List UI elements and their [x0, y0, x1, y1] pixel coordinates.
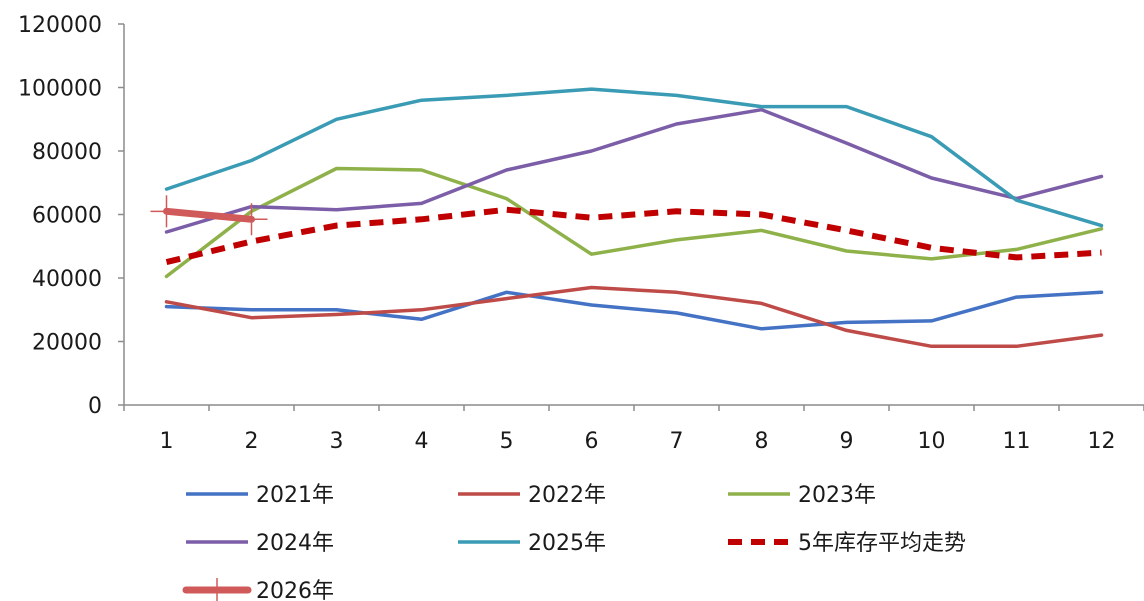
series-6 [165, 206, 1102, 266]
series-line [165, 206, 1102, 266]
y-tick-label: 20000 [32, 331, 102, 356]
series-2 [164, 285, 1104, 349]
x-tick-label: 5 [500, 429, 514, 454]
legend-label: 2025年 [528, 531, 606, 556]
series-line [164, 285, 1104, 349]
x-tick-label: 12 [1088, 429, 1116, 454]
legend-item: 2026年 [182, 578, 334, 601]
x-tick-label: 2 [245, 429, 259, 454]
x-tick-label: 1 [160, 429, 174, 454]
legend-label: 5年库存平均走势 [798, 531, 966, 556]
x-tick-label: 6 [585, 429, 599, 454]
legend-label: 2024年 [256, 531, 334, 556]
legend-label: 2023年 [798, 483, 876, 508]
legend-label: 2022年 [528, 483, 606, 508]
legend: 2021年 2022年 2023年 2024年 2025年 5年库存平均走势 2026年 [182, 483, 966, 601]
series-line [164, 290, 1104, 331]
x-tick-label: 10 [918, 429, 946, 454]
x-tick-label: 8 [755, 429, 769, 454]
y-tick-label: 40000 [32, 267, 102, 292]
series-line [164, 166, 1104, 279]
legend-item: 2022年 [458, 483, 606, 508]
y-tick-label: 0 [88, 394, 102, 419]
series-7 [150, 195, 268, 236]
legend-item: 2025年 [458, 531, 606, 556]
series-3 [164, 166, 1104, 279]
legend-item: 2024年 [186, 531, 334, 556]
y-tick-label: 120000 [18, 13, 102, 38]
series-5 [164, 87, 1104, 228]
series-layer [150, 87, 1104, 349]
x-tick-label: 3 [330, 429, 344, 454]
y-tick-label: 60000 [32, 204, 102, 229]
y-tick-label: 80000 [32, 140, 102, 165]
x-tick-label: 7 [670, 429, 684, 454]
series-line [163, 207, 255, 223]
legend-item: 2023年 [728, 483, 876, 508]
series-line [164, 87, 1104, 228]
series-4 [164, 107, 1104, 234]
series-1 [164, 290, 1104, 331]
legend-item: 5年库存平均走势 [728, 531, 966, 556]
series-line [164, 107, 1104, 234]
x-tick-label: 4 [415, 429, 429, 454]
x-tick-label: 11 [1003, 429, 1031, 454]
legend-label: 2021年 [256, 483, 334, 508]
legend-label: 2026年 [256, 579, 334, 601]
x-tick-label: 9 [840, 429, 854, 454]
y-tick-label: 100000 [18, 77, 102, 102]
legend-item: 2021年 [186, 483, 334, 508]
